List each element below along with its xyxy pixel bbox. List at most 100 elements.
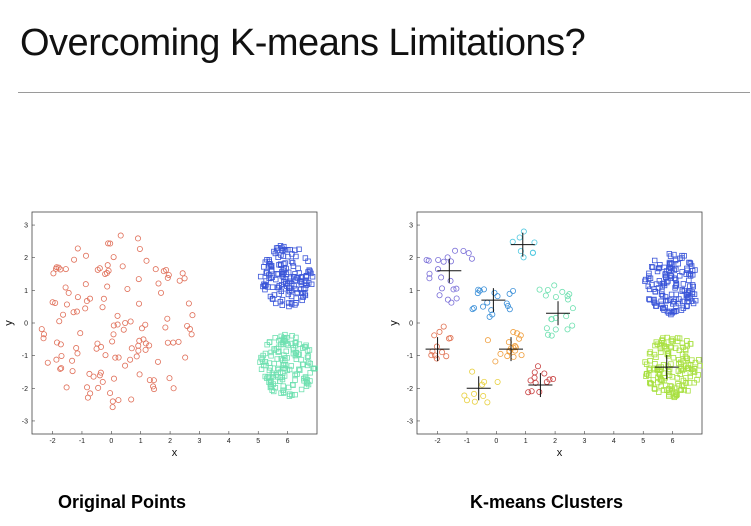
data-point (165, 271, 172, 278)
x-tick-label: 6 (671, 438, 675, 445)
data-point (647, 380, 654, 387)
x-tick-label: 3 (198, 438, 202, 445)
data-point (443, 353, 450, 360)
data-point (62, 284, 69, 291)
data-point (102, 352, 109, 359)
data-point (293, 295, 299, 301)
data-point (448, 299, 455, 306)
data-point (665, 369, 672, 375)
data-point (656, 389, 662, 395)
data-point (656, 278, 663, 284)
series-circle (484, 329, 525, 365)
data-point (292, 391, 298, 398)
data-point (281, 243, 287, 250)
data-point (683, 380, 689, 386)
data-point (484, 399, 491, 406)
plot-area (31, 211, 318, 435)
data-point (87, 390, 94, 397)
data-point (285, 300, 292, 306)
data-point (275, 284, 282, 291)
data-point (662, 272, 668, 278)
data-point (142, 321, 149, 328)
data-point (261, 264, 267, 270)
data-point (479, 381, 486, 388)
data-point (136, 371, 143, 378)
data-point (471, 305, 478, 312)
x-tick-label: 5 (256, 438, 260, 445)
data-point (163, 266, 170, 273)
data-point (666, 372, 673, 379)
x-axis-label: x (557, 447, 563, 459)
data-point (550, 376, 557, 383)
original-points-chart: -2 -1 0 1 2 3 4 5 6 -3 -2 -1 0 1 2 3 x y (3, 211, 318, 459)
data-point (263, 362, 269, 369)
data-point (306, 280, 312, 286)
data-point (104, 283, 111, 290)
data-point (181, 275, 188, 282)
data-point (647, 367, 653, 373)
data-point (434, 266, 441, 273)
data-point (692, 297, 699, 304)
data-point (266, 375, 272, 381)
data-point (516, 335, 523, 342)
data-point (469, 368, 476, 375)
data-point (667, 253, 674, 259)
data-point (273, 372, 279, 378)
data-point (662, 274, 669, 280)
y-axis-label: y (388, 320, 400, 326)
data-point (669, 374, 676, 380)
data-point (69, 368, 76, 375)
data-point (293, 334, 299, 341)
data-point (119, 263, 126, 270)
data-point (120, 326, 127, 333)
data-point (105, 267, 112, 274)
data-point (269, 267, 275, 273)
data-point (74, 294, 81, 301)
data-point (489, 311, 496, 318)
data-point (271, 388, 277, 395)
data-point (146, 377, 153, 384)
data-point (86, 370, 93, 377)
data-point (290, 382, 296, 388)
data-point (281, 337, 287, 344)
data-point (661, 340, 667, 346)
data-point (269, 263, 275, 269)
data-point (265, 374, 271, 380)
data-point (679, 269, 685, 275)
data-point (689, 282, 696, 288)
data-point (109, 398, 116, 405)
data-point (669, 386, 675, 393)
data-point (563, 313, 570, 320)
data-point (676, 347, 683, 354)
data-point (280, 383, 286, 389)
data-point (492, 358, 499, 365)
data-point (312, 365, 318, 372)
data-point (179, 270, 186, 277)
data-point (74, 245, 81, 252)
data-point (49, 299, 56, 306)
data-point (299, 297, 305, 304)
data-point (679, 255, 685, 261)
data-point (305, 353, 312, 359)
data-point (110, 375, 117, 382)
data-point (551, 282, 558, 289)
data-point (642, 359, 648, 365)
data-point (506, 306, 513, 313)
data-point (692, 359, 699, 366)
data-point (276, 291, 282, 297)
data-point (136, 245, 143, 252)
data-point (672, 285, 678, 291)
data-point (564, 326, 571, 333)
data-point (685, 388, 691, 394)
data-point (60, 311, 67, 318)
data-point (309, 281, 315, 288)
data-point (262, 373, 268, 380)
data-point (114, 321, 121, 328)
data-point (155, 280, 162, 287)
data-point (541, 370, 548, 377)
data-point (275, 349, 281, 355)
data-point (684, 303, 690, 309)
data-point (184, 322, 191, 329)
data-point (176, 277, 183, 284)
data-point (94, 340, 101, 347)
